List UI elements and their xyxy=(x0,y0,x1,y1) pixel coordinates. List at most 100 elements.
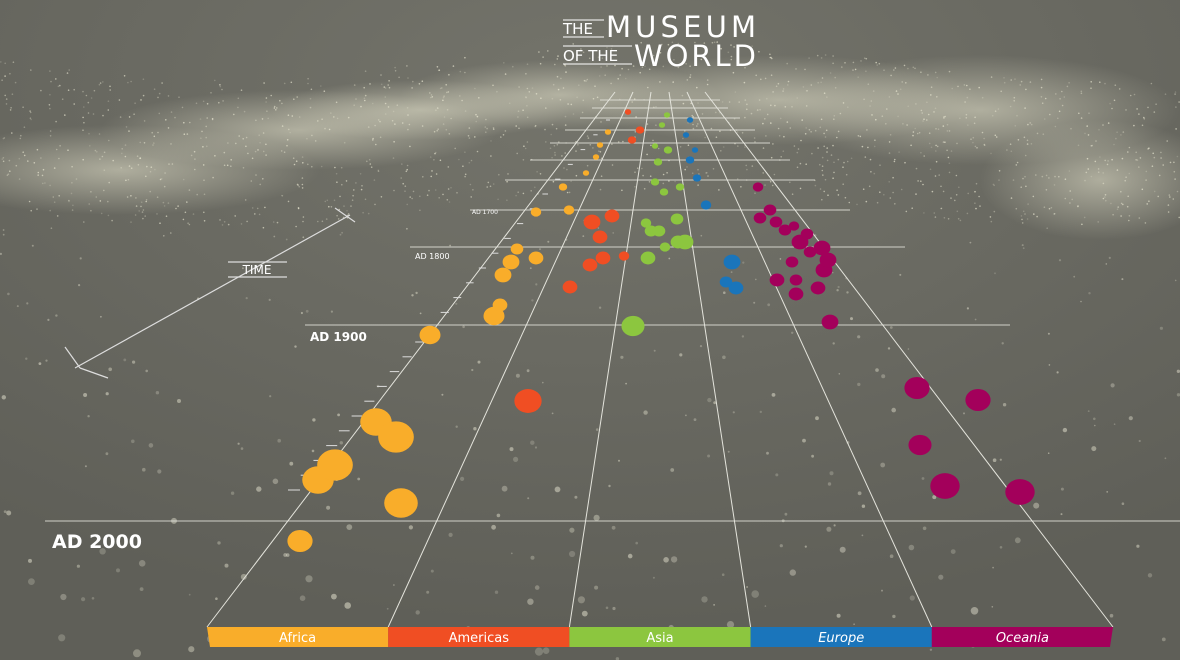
cloud-particle xyxy=(36,208,38,210)
cloud-particle xyxy=(254,213,256,215)
object-dot[interactable] xyxy=(596,142,604,148)
cloud-particle xyxy=(446,109,449,111)
object-dot[interactable] xyxy=(670,213,684,225)
object-dot[interactable] xyxy=(378,421,414,453)
object-dot[interactable] xyxy=(785,256,799,268)
object-dot[interactable] xyxy=(583,214,601,230)
object-dot[interactable] xyxy=(763,204,777,216)
object-dot[interactable] xyxy=(692,174,702,182)
region-tab[interactable] xyxy=(931,627,1113,647)
speckle xyxy=(850,317,853,321)
object-dot[interactable] xyxy=(514,389,542,413)
object-dot[interactable] xyxy=(965,388,991,412)
object-dot[interactable] xyxy=(384,488,418,518)
object-dot[interactable] xyxy=(728,281,744,295)
object-dot[interactable] xyxy=(819,252,837,268)
object-dot[interactable] xyxy=(800,228,814,240)
object-dot[interactable] xyxy=(530,207,542,217)
object-dot[interactable] xyxy=(502,254,520,270)
object-dot[interactable] xyxy=(510,243,524,255)
cloud-particle xyxy=(773,173,776,176)
object-dot[interactable] xyxy=(653,158,663,166)
object-dot[interactable] xyxy=(670,235,686,249)
region-label[interactable]: Europe xyxy=(818,631,864,646)
object-dot[interactable] xyxy=(317,449,353,481)
region-tab[interactable] xyxy=(388,627,570,647)
cloud-particle xyxy=(575,150,577,152)
object-dot[interactable] xyxy=(685,156,695,164)
object-dot[interactable] xyxy=(582,170,590,176)
object-dot[interactable] xyxy=(595,251,611,265)
object-dot[interactable] xyxy=(691,147,699,153)
object-dot[interactable] xyxy=(528,251,544,265)
object-dot[interactable] xyxy=(778,224,792,236)
cloud-particle xyxy=(560,77,562,80)
object-dot[interactable] xyxy=(930,473,960,499)
object-dot[interactable] xyxy=(1005,479,1035,505)
object-dot[interactable] xyxy=(682,132,690,138)
object-dot[interactable] xyxy=(287,529,313,553)
object-dot[interactable] xyxy=(592,154,600,160)
object-dot[interactable] xyxy=(753,212,767,224)
object-dot[interactable] xyxy=(582,258,598,272)
object-dot[interactable] xyxy=(652,225,666,237)
object-dot[interactable] xyxy=(621,315,645,337)
object-dot[interactable] xyxy=(789,274,803,286)
cloud-particle xyxy=(918,131,921,134)
object-dot[interactable] xyxy=(592,230,608,244)
object-dot[interactable] xyxy=(821,314,839,330)
object-dot[interactable] xyxy=(719,276,733,288)
object-dot[interactable] xyxy=(650,178,660,186)
object-dot[interactable] xyxy=(908,434,932,456)
object-dot[interactable] xyxy=(658,122,666,128)
cloud-particle xyxy=(265,154,267,156)
object-dot[interactable] xyxy=(810,281,826,295)
region-tab[interactable] xyxy=(569,627,751,647)
object-dot[interactable] xyxy=(663,112,671,118)
object-dot[interactable] xyxy=(635,126,645,134)
object-dot[interactable] xyxy=(604,129,612,135)
cloud-particle xyxy=(1176,155,1179,158)
object-dot[interactable] xyxy=(562,280,578,294)
object-dot[interactable] xyxy=(492,298,508,312)
object-dot[interactable] xyxy=(627,136,637,144)
object-dot[interactable] xyxy=(788,221,800,231)
region-label[interactable]: Africa xyxy=(279,631,316,646)
object-dot[interactable] xyxy=(904,376,930,400)
object-dot[interactable] xyxy=(558,183,568,191)
cloud-particle xyxy=(323,90,326,92)
object-dot[interactable] xyxy=(803,246,817,258)
object-dot[interactable] xyxy=(675,183,685,191)
object-dot[interactable] xyxy=(813,240,831,256)
object-dot[interactable] xyxy=(618,251,630,261)
object-dot[interactable] xyxy=(659,188,669,196)
region-tab[interactable] xyxy=(750,627,932,647)
object-dot[interactable] xyxy=(640,218,652,228)
object-dot[interactable] xyxy=(663,146,673,154)
object-dot[interactable] xyxy=(604,209,620,223)
region-tab[interactable] xyxy=(207,627,389,647)
cloud-particle xyxy=(474,136,476,138)
object-dot[interactable] xyxy=(769,273,785,287)
object-dot[interactable] xyxy=(686,117,694,123)
object-dot[interactable] xyxy=(659,242,671,252)
speckle xyxy=(811,454,814,458)
cloud-particle xyxy=(22,106,24,108)
object-dot[interactable] xyxy=(769,216,783,228)
object-dot[interactable] xyxy=(640,251,656,265)
cloud-particle xyxy=(127,81,129,84)
object-dot[interactable] xyxy=(700,200,712,210)
cloud-particle xyxy=(692,127,695,130)
region-label[interactable]: Asia xyxy=(646,631,673,646)
region-label[interactable]: Oceania xyxy=(996,631,1049,646)
object-dot[interactable] xyxy=(723,254,741,270)
cloud-particle xyxy=(536,171,538,173)
object-dot[interactable] xyxy=(752,182,764,192)
object-dot[interactable] xyxy=(563,205,575,215)
object-dot[interactable] xyxy=(651,143,659,149)
object-dot[interactable] xyxy=(419,325,441,345)
object-dot[interactable] xyxy=(788,287,804,301)
object-dot[interactable] xyxy=(624,109,632,115)
object-dot[interactable] xyxy=(494,267,512,283)
region-label[interactable]: Americas xyxy=(449,631,510,646)
